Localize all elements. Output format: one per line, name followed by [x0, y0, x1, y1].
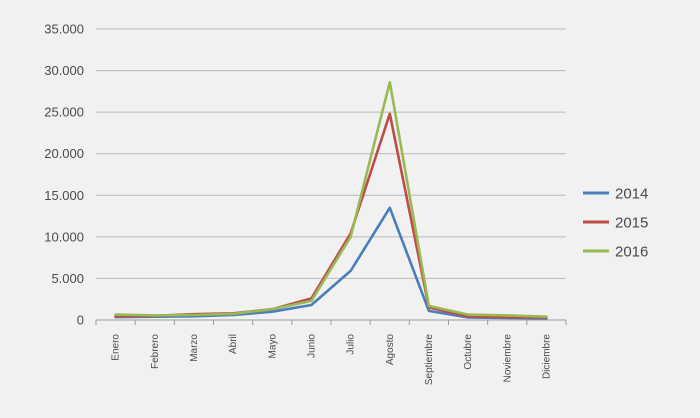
x-tick-label: Marzo	[189, 334, 200, 362]
x-tick-label: Octubre	[463, 334, 474, 370]
y-tick-label: 25.000	[44, 105, 84, 120]
x-tick-label: Julio	[346, 334, 357, 355]
legend-label-2014: 2014	[615, 186, 648, 203]
y-tick-label: 10.000	[44, 229, 84, 244]
x-tick-label: Mayo	[267, 334, 278, 359]
x-tick-label: Noviembre	[502, 334, 513, 383]
y-tick-label: 30.000	[44, 63, 84, 78]
x-tick-label: Agosto	[385, 334, 396, 366]
y-tick-label: 15.000	[44, 188, 84, 203]
series-lines	[114, 80, 548, 320]
legend-label-2015: 2015	[615, 215, 648, 232]
x-tick-label: Abril	[228, 334, 239, 354]
x-tick-label: Febrero	[150, 334, 161, 369]
x-tick-label: Diciembre	[541, 334, 552, 379]
legend: 2014 2015 2016	[583, 186, 648, 261]
y-tick-label: 35.000	[44, 22, 84, 37]
series-line-2014	[114, 206, 548, 320]
y-tick-label: 0	[77, 313, 84, 328]
x-axis-ticks: Enero Febrero Marzo Abril Mayo Junio Julio Agos…	[111, 334, 553, 386]
gridlines	[96, 28, 566, 279]
x-tick-label: Enero	[111, 334, 122, 361]
axes	[95, 319, 567, 325]
y-tick-label: 20.000	[44, 146, 84, 161]
series-line-2016	[114, 80, 548, 319]
x-tick-label: Junio	[306, 334, 317, 358]
y-tick-label: 5.000	[51, 271, 84, 286]
y-axis-ticks: 0 5.000 10.000 15.000 20.000 25.000 30.000 35.0…	[44, 22, 84, 328]
legend-label-2016: 2016	[615, 244, 648, 261]
x-tick-label: Septiembre	[424, 334, 435, 386]
